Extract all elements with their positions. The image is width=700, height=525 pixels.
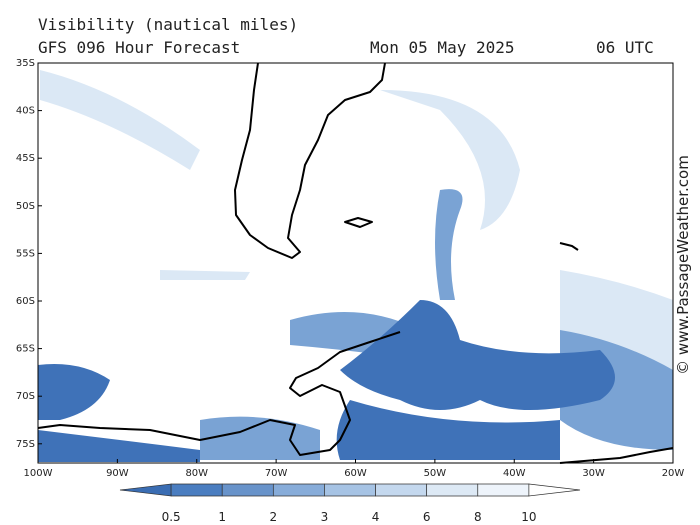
colorbar-segment	[119, 483, 172, 497]
title: Visibility (nautical miles)	[38, 15, 298, 34]
colorbar-segment	[477, 483, 530, 497]
colorbar-label: 4	[372, 510, 380, 524]
lat-label: 40S	[16, 106, 35, 117]
colorbar-label: 8	[474, 510, 482, 524]
lat-label: 45S	[16, 153, 35, 164]
colorbar-label: 6	[423, 510, 431, 524]
lon-label: 100W	[24, 468, 53, 479]
lon-label: 50W	[424, 468, 447, 479]
lat-label: 55S	[16, 248, 35, 259]
colorbar-segment	[221, 483, 274, 497]
colorbar-label: 1	[218, 510, 226, 524]
colorbar-segment	[375, 483, 428, 497]
lon-label: 90W	[106, 468, 129, 479]
date: Mon 05 May 2025	[370, 38, 515, 57]
south-america-coast	[234, 62, 386, 259]
colorbar-segment	[324, 483, 376, 497]
lon-label: 60W	[344, 468, 367, 479]
lat-label: 60S	[16, 296, 35, 307]
falklands	[344, 217, 373, 228]
time: 06 UTC	[596, 38, 654, 57]
lat-label: 65S	[16, 344, 35, 355]
fog-dense	[38, 300, 615, 462]
credit: © www.PassageWeather.com	[674, 155, 692, 375]
antarctica-east	[559, 447, 674, 464]
lat-label: 70S	[16, 391, 35, 402]
colorbar-segment	[170, 483, 223, 497]
colorbar-segment	[426, 483, 479, 497]
colorbar-segment	[528, 483, 581, 497]
south-georgia	[559, 242, 579, 251]
lon-label: 20W	[662, 468, 685, 479]
lat-label: 35S	[16, 58, 35, 69]
lon-label: 80W	[185, 468, 208, 479]
lon-label: 40W	[503, 468, 526, 479]
lon-label: 70W	[265, 468, 288, 479]
colorbar-label: 2	[270, 510, 278, 524]
lon-label: 30W	[582, 468, 605, 479]
lat-label: 50S	[16, 201, 35, 212]
colorbar-label: 0.5	[162, 510, 181, 524]
subtitle: GFS 096 Hour Forecast	[38, 38, 240, 57]
colorbar-segment	[272, 483, 325, 497]
colorbar-label: 3	[321, 510, 329, 524]
map	[37, 62, 674, 464]
colorbar-label: 10	[521, 510, 536, 524]
antarctic-peninsula	[37, 331, 401, 456]
lat-label: 75S	[16, 439, 35, 450]
